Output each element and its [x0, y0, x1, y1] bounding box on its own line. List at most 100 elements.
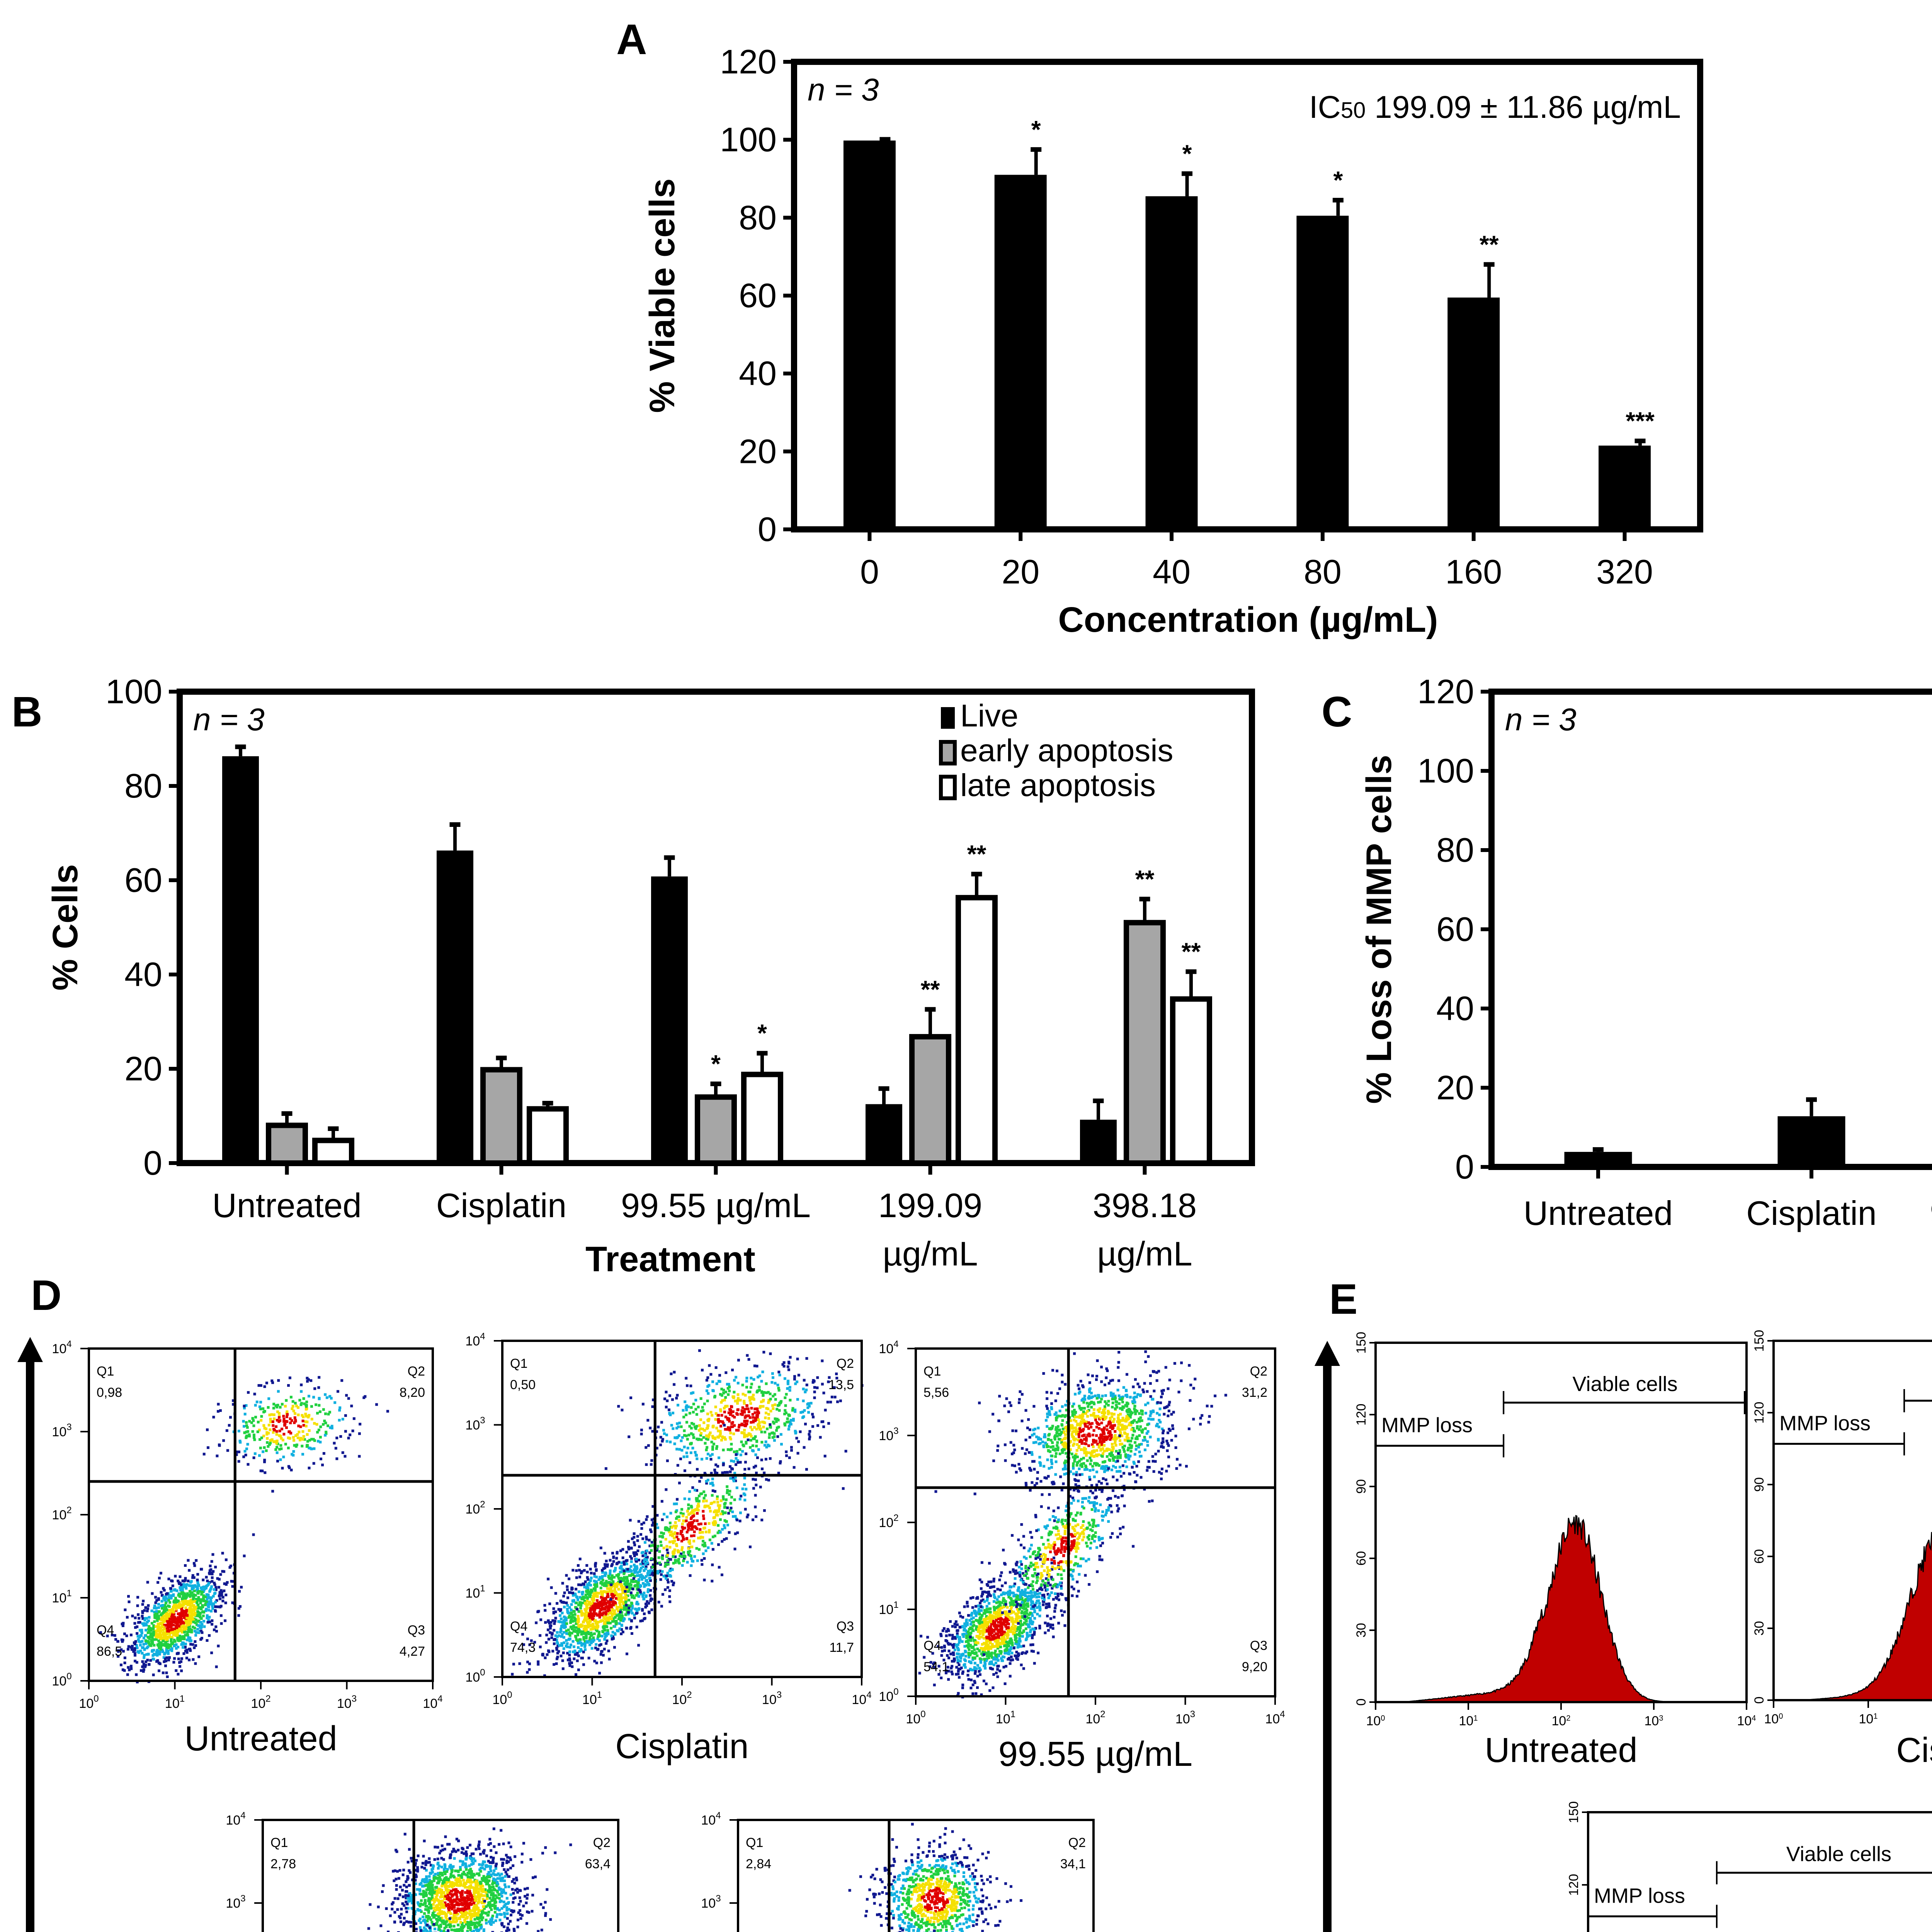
event-dot	[301, 1414, 304, 1417]
event-dot	[707, 1435, 710, 1439]
event-dot	[697, 1405, 700, 1408]
event-dot	[580, 1610, 583, 1613]
event-dot	[202, 1620, 206, 1623]
event-dot	[170, 1649, 173, 1652]
event-dot	[138, 1636, 141, 1639]
event-dot	[696, 1468, 699, 1471]
bar-early-apoptosis	[695, 1094, 737, 1166]
event-dot	[752, 1449, 755, 1452]
event-dot	[197, 1624, 200, 1627]
event-dot	[560, 1642, 563, 1645]
event-dot	[666, 1548, 669, 1551]
event-dot	[201, 1605, 204, 1609]
event-dot	[528, 1643, 531, 1646]
event-dot	[622, 1601, 626, 1604]
event-dot	[556, 1602, 559, 1605]
tick-exponent: 2	[480, 1499, 485, 1510]
event-dot	[717, 1414, 720, 1417]
event-dot	[718, 1434, 721, 1437]
event-dot	[211, 1623, 214, 1626]
event-dot	[690, 1528, 693, 1531]
event-dot	[828, 1376, 831, 1379]
event-dot	[713, 1396, 716, 1399]
event-dot	[214, 1625, 218, 1628]
event-dot	[180, 1607, 183, 1610]
event-dot	[969, 1686, 973, 1689]
event-dot	[344, 1455, 347, 1458]
event-dot	[155, 1635, 158, 1638]
event-dot	[605, 1580, 608, 1583]
event-dot	[643, 1560, 646, 1563]
event-dot	[595, 1662, 598, 1665]
event-dot	[646, 1515, 649, 1518]
event-dot	[205, 1587, 208, 1590]
x-tick-label: 0	[860, 553, 879, 591]
event-dot	[146, 1658, 149, 1662]
event-dot	[120, 1648, 123, 1651]
event-dot	[832, 1386, 835, 1389]
event-dot	[598, 1611, 601, 1614]
event-dot	[614, 1616, 617, 1619]
event-dot	[611, 1631, 614, 1634]
event-dot	[561, 1667, 565, 1670]
event-dot	[733, 1472, 736, 1475]
event-dot	[157, 1650, 160, 1653]
event-dot	[285, 1426, 288, 1429]
event-dot	[953, 1643, 956, 1646]
event-dot	[1015, 1651, 1018, 1654]
event-dot	[1049, 1583, 1052, 1587]
event-dot	[1039, 1553, 1042, 1556]
event-dot	[310, 1405, 313, 1408]
event-dot	[662, 1546, 665, 1549]
event-dot	[588, 1593, 591, 1596]
x-tick-label: 80	[1304, 553, 1342, 591]
event-dot	[733, 1379, 736, 1382]
event-dot	[237, 1614, 240, 1617]
event-dot	[1029, 1617, 1032, 1620]
event-dot	[1011, 1643, 1014, 1646]
event-dot	[637, 1581, 640, 1584]
event-dot	[735, 1463, 738, 1466]
event-dot	[674, 1521, 677, 1524]
event-dot	[987, 1580, 990, 1583]
event-dot	[268, 1413, 271, 1417]
event-dot	[722, 1463, 725, 1466]
event-dot	[1022, 1645, 1025, 1648]
quadrant-value-q1: 0,98	[97, 1385, 122, 1400]
event-dot	[573, 1613, 577, 1616]
event-dot	[711, 1445, 714, 1448]
event-dot	[604, 1636, 607, 1639]
event-dot	[786, 1420, 789, 1423]
event-dot	[155, 1638, 158, 1641]
event-dot	[764, 1440, 767, 1443]
event-dot	[1026, 1595, 1029, 1598]
event-dot	[617, 1598, 620, 1601]
event-dot	[665, 1434, 668, 1437]
event-dot	[594, 1565, 597, 1568]
event-dot	[521, 1633, 524, 1636]
event-dot	[640, 1432, 643, 1435]
event-dot	[998, 1609, 1002, 1612]
event-dot	[617, 1580, 620, 1583]
event-dot	[272, 1424, 275, 1427]
event-dot	[767, 1479, 770, 1482]
event-dot	[605, 1642, 608, 1645]
event-dot	[271, 1490, 274, 1493]
event-dot	[289, 1421, 292, 1424]
event-dot	[719, 1420, 722, 1423]
event-dot	[211, 1576, 214, 1579]
event-dot	[638, 1574, 641, 1577]
event-dot	[716, 1465, 719, 1468]
event-dot	[570, 1611, 573, 1614]
event-dot	[597, 1621, 600, 1624]
event-dot	[650, 1597, 653, 1600]
event-dot	[199, 1638, 202, 1641]
event-dot	[629, 1591, 633, 1594]
event-dot	[256, 1430, 259, 1433]
event-dot	[611, 1635, 614, 1638]
event-dot	[155, 1631, 158, 1634]
event-dot	[666, 1575, 669, 1578]
event-dot	[548, 1621, 551, 1624]
event-dot	[155, 1653, 158, 1656]
